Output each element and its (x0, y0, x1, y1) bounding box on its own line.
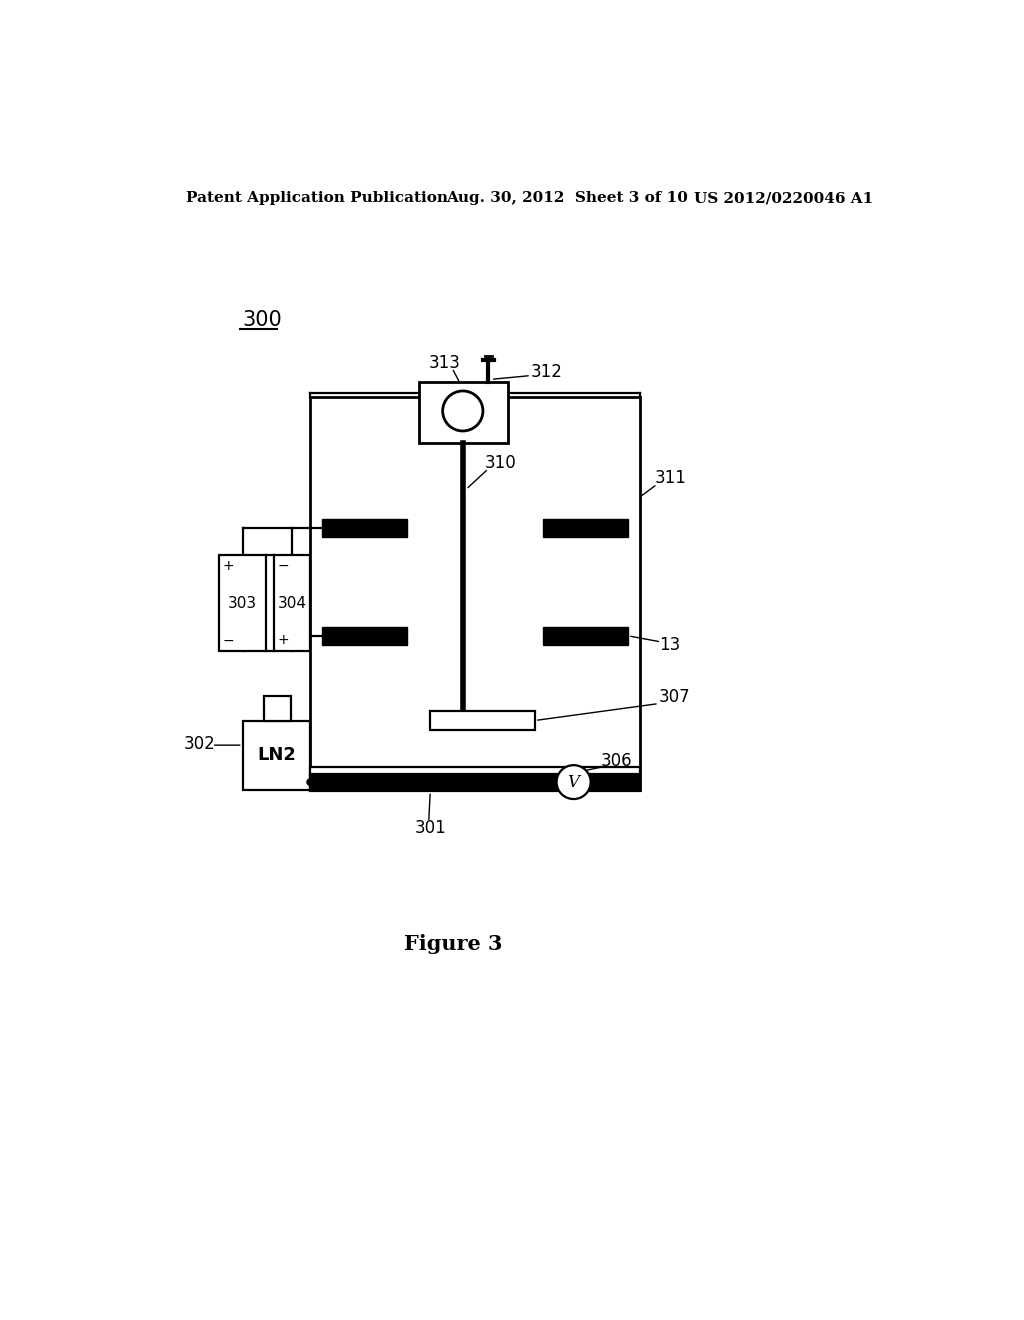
Text: Patent Application Publication: Patent Application Publication (186, 191, 449, 206)
Bar (219, 554, 266, 651)
Text: 307: 307 (658, 689, 690, 706)
Text: 303: 303 (228, 595, 257, 611)
Bar (243, 721, 310, 789)
Text: 13: 13 (658, 636, 680, 653)
Text: 312: 312 (531, 363, 563, 381)
Bar (543, 627, 628, 645)
Text: V: V (567, 774, 580, 791)
Circle shape (306, 779, 314, 785)
Text: Aug. 30, 2012  Sheet 3 of 10: Aug. 30, 2012 Sheet 3 of 10 (445, 191, 688, 206)
Text: 310: 310 (484, 454, 516, 471)
Bar (273, 554, 310, 651)
Text: LN2: LN2 (257, 746, 296, 764)
Text: +: + (223, 558, 234, 573)
Bar (322, 627, 407, 645)
Bar (322, 519, 407, 537)
Bar (419, 381, 508, 444)
Text: 304: 304 (278, 595, 306, 611)
Bar (263, 696, 291, 721)
Text: −: − (223, 634, 234, 647)
Circle shape (557, 766, 591, 799)
Bar (310, 775, 640, 792)
Text: 311: 311 (655, 469, 687, 487)
Bar (310, 767, 640, 775)
Circle shape (442, 391, 483, 430)
Text: 302: 302 (183, 735, 215, 752)
Text: +: + (278, 634, 289, 647)
Text: 306: 306 (601, 751, 633, 770)
Text: Figure 3: Figure 3 (404, 933, 503, 954)
Bar (430, 711, 535, 730)
Bar (543, 519, 628, 537)
Text: 300: 300 (243, 310, 283, 330)
Bar (310, 397, 640, 789)
Text: 313: 313 (429, 354, 461, 372)
Text: 301: 301 (415, 820, 446, 837)
Text: −: − (278, 558, 289, 573)
Text: US 2012/0220046 A1: US 2012/0220046 A1 (693, 191, 873, 206)
